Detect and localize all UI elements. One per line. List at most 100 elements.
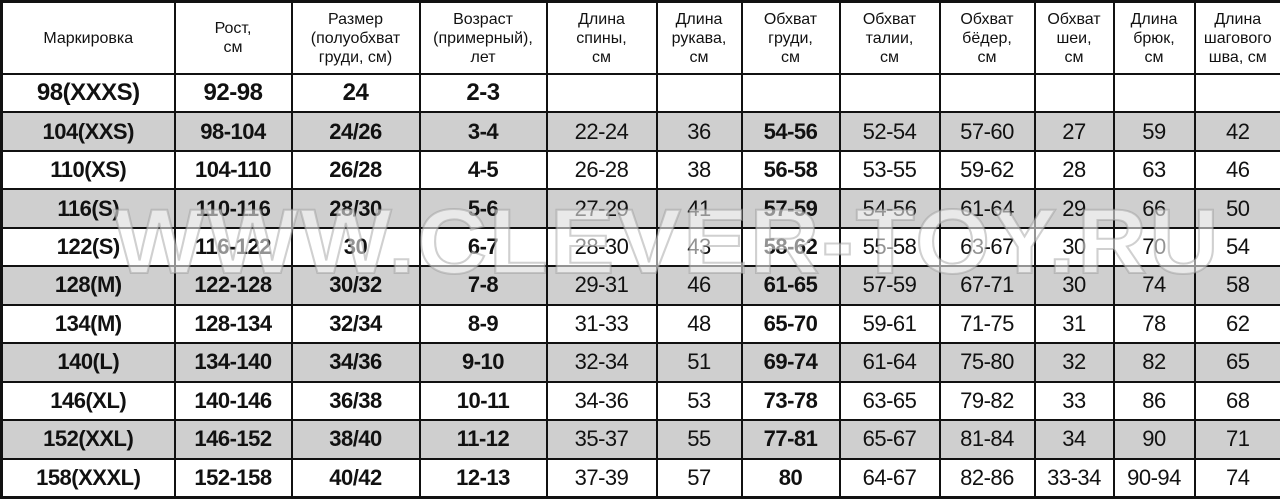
table-cell: 90-94 — [1112, 457, 1196, 499]
table-cell: 110(XS) — [0, 149, 176, 191]
table-row: 158(XXXL) 152-158 40/42 12-13 37-39 57 80 64-67… — [0, 457, 1280, 499]
table-cell: 55 — [655, 419, 743, 460]
table-cell: 41 — [655, 188, 743, 229]
table-cell: 66 — [1112, 188, 1196, 229]
table-cell: 82 — [1112, 342, 1196, 383]
table-cell: 30 — [290, 226, 421, 268]
table-row: 116(S) 110-116 28/30 5-6 27-29 41 57-59 54-56 61… — [0, 188, 1280, 229]
column-header: Обхват бёдер, см — [938, 0, 1036, 75]
table-cell: 134-140 — [173, 342, 293, 383]
table-cell: 57-59 — [838, 265, 941, 306]
table-cell: 24 — [290, 72, 421, 114]
table-cell: 28 — [1033, 149, 1115, 191]
table-cell: 54-56 — [740, 111, 841, 152]
table-cell: 57 — [655, 457, 743, 499]
table-cell: 63-65 — [838, 380, 941, 422]
column-header: Размер (полуобхват груди, см) — [290, 0, 421, 75]
table-cell: 5-6 — [418, 188, 548, 229]
table-row: 140(L) 134-140 34/36 9-10 32-34 51 69-74 61-64 7… — [0, 342, 1280, 383]
table-cell: 32-34 — [545, 342, 658, 383]
column-header: Обхват шеи, см — [1033, 0, 1115, 75]
column-header: Маркировка — [0, 0, 176, 75]
table-cell: 29 — [1033, 188, 1115, 229]
table-cell: 81-84 — [938, 419, 1036, 460]
table-cell: 34 — [1033, 419, 1115, 460]
table-cell — [740, 72, 841, 114]
header-row: Маркировка Рост, см Размер (полуобхват гру… — [0, 0, 1280, 75]
table-cell: 77-81 — [740, 419, 841, 460]
table-cell: 46 — [1193, 149, 1280, 191]
table-cell: 92-98 — [173, 72, 293, 114]
table-cell: 24/26 — [290, 111, 421, 152]
column-header: Рост, см — [173, 0, 293, 75]
table-cell: 158(XXXL) — [0, 457, 176, 499]
table-cell: 61-65 — [740, 265, 841, 306]
table-cell: 53 — [655, 380, 743, 422]
table-cell: 46 — [655, 265, 743, 306]
table-cell: 33-34 — [1033, 457, 1115, 499]
table-row: 128(M) 122-128 30/32 7-8 29-31 46 61-65 57-59 67… — [0, 265, 1280, 306]
table-cell: 28-30 — [545, 226, 658, 268]
table-cell: 74 — [1193, 457, 1280, 499]
table-cell: 42 — [1193, 111, 1280, 152]
table-cell: 38/40 — [290, 419, 421, 460]
table-cell: 43 — [655, 226, 743, 268]
table-cell: 110-116 — [173, 188, 293, 229]
table-cell: 8-9 — [418, 303, 548, 345]
table-cell: 52-54 — [838, 111, 941, 152]
table-cell — [1112, 72, 1196, 114]
table-cell: 61-64 — [938, 188, 1036, 229]
table-row: 110(XS) 104-110 26/28 4-5 26-28 38 56-58 53-55 5… — [0, 149, 1280, 191]
table-cell: 86 — [1112, 380, 1196, 422]
table-cell — [838, 72, 941, 114]
table-cell: 40/42 — [290, 457, 421, 499]
table-cell: 32/34 — [290, 303, 421, 345]
table-cell: 73-78 — [740, 380, 841, 422]
table-cell: 7-8 — [418, 265, 548, 306]
table-cell: 22-24 — [545, 111, 658, 152]
table-cell: 4-5 — [418, 149, 548, 191]
table-cell: 56-58 — [740, 149, 841, 191]
table-cell: 50 — [1193, 188, 1280, 229]
table-cell — [1193, 72, 1280, 114]
table-cell: 116(S) — [0, 188, 176, 229]
table-row: 98(XXXS) 92-98 24 2-3 — [0, 72, 1280, 114]
table-cell: 104-110 — [173, 149, 293, 191]
table-cell: 29-31 — [545, 265, 658, 306]
table-cell: 59-61 — [838, 303, 941, 345]
table-cell: 34-36 — [545, 380, 658, 422]
table-cell: 53-55 — [838, 149, 941, 191]
table-cell: 36/38 — [290, 380, 421, 422]
table-cell: 9-10 — [418, 342, 548, 383]
column-header: Длина брюк, см — [1112, 0, 1196, 75]
table-cell: 30 — [1033, 226, 1115, 268]
table-cell: 27-29 — [545, 188, 658, 229]
table-cell: 65-67 — [838, 419, 941, 460]
table-cell: 57-60 — [938, 111, 1036, 152]
table-cell: 116-122 — [173, 226, 293, 268]
column-header: Обхват талии, см — [838, 0, 941, 75]
table-cell: 140-146 — [173, 380, 293, 422]
table-cell: 80 — [740, 457, 841, 499]
table-cell: 35-37 — [545, 419, 658, 460]
table-cell: 57-59 — [740, 188, 841, 229]
table-cell: 68 — [1193, 380, 1280, 422]
table-row: 152(XXL) 146-152 38/40 11-12 35-37 55 77-81 65-… — [0, 419, 1280, 460]
table-cell: 6-7 — [418, 226, 548, 268]
table-cell: 70 — [1112, 226, 1196, 268]
table-cell: 75-80 — [938, 342, 1036, 383]
table-cell: 78 — [1112, 303, 1196, 345]
table-cell: 71 — [1193, 419, 1280, 460]
table-cell: 51 — [655, 342, 743, 383]
table-cell: 3-4 — [418, 111, 548, 152]
table-cell: 26-28 — [545, 149, 658, 191]
table-cell: 2-3 — [418, 72, 548, 114]
table-cell: 152(XXL) — [0, 419, 176, 460]
table-cell: 12-13 — [418, 457, 548, 499]
table-row: 104(XXS) 98-104 24/26 3-4 22-24 36 54-56 52-54 5… — [0, 111, 1280, 152]
table-cell: 31-33 — [545, 303, 658, 345]
table-cell: 58 — [1193, 265, 1280, 306]
table-cell: 128(M) — [0, 265, 176, 306]
table-cell: 38 — [655, 149, 743, 191]
table-cell: 32 — [1033, 342, 1115, 383]
